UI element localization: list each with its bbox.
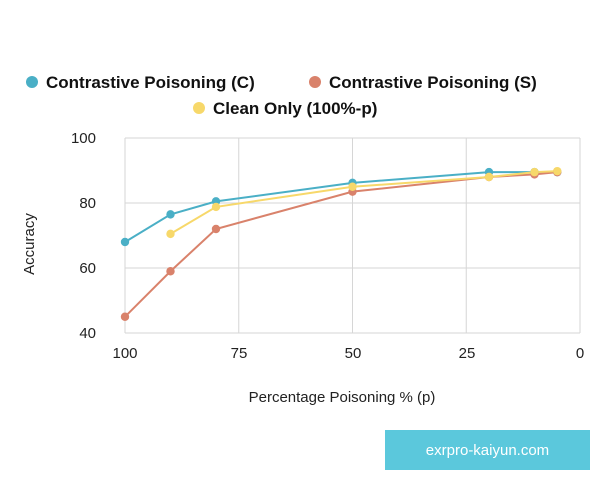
legend-marker-clean — [193, 102, 205, 114]
data-point-2 — [484, 172, 494, 182]
legend-marker-c — [26, 76, 38, 88]
watermark[interactable]: exrpro-kaiyun.com — [385, 430, 590, 470]
y-axis-title: Accuracy — [21, 213, 38, 275]
data-point-2 — [553, 166, 562, 176]
y-tick-label: 60 — [79, 260, 96, 277]
y-tick-labels: 100 80 60 40 — [71, 130, 96, 342]
data-point-1 — [166, 267, 175, 276]
x-tick-labels: 100 75 50 25 0 — [112, 345, 584, 362]
data-point-1 — [211, 224, 221, 234]
x-tick-label: 50 — [345, 345, 362, 362]
legend-label-s: Contrastive Poisoning (S) — [329, 73, 537, 92]
x-tick-label: 75 — [231, 345, 248, 362]
y-tick-label: 80 — [79, 195, 96, 212]
data-point-2 — [166, 229, 175, 239]
legend-label-c: Contrastive Poisoning (C) — [46, 73, 255, 92]
x-tick-label: 25 — [459, 345, 476, 362]
x-tick-label: 100 — [112, 345, 137, 362]
data-point-1 — [120, 312, 130, 321]
legend: Contrastive Poisoning (C) Contrastive Po… — [26, 73, 537, 118]
series-line-0 — [124, 171, 558, 243]
data-point-2 — [211, 202, 221, 212]
x-tick-label: 0 — [576, 345, 584, 362]
legend-label-clean: Clean Only (100%-p) — [213, 99, 377, 118]
data-point-2 — [530, 167, 539, 177]
data-point-0 — [166, 210, 175, 219]
series-layer — [120, 166, 562, 321]
y-tick-label: 100 — [71, 130, 96, 147]
data-point-0 — [120, 237, 130, 247]
data-point-2 — [348, 182, 357, 191]
series-line-1 — [124, 171, 558, 318]
x-axis-title: Percentage Poisoning % (p) — [249, 389, 436, 406]
y-tick-label: 40 — [79, 325, 96, 342]
legend-marker-s — [309, 76, 321, 88]
grid — [124, 137, 581, 334]
